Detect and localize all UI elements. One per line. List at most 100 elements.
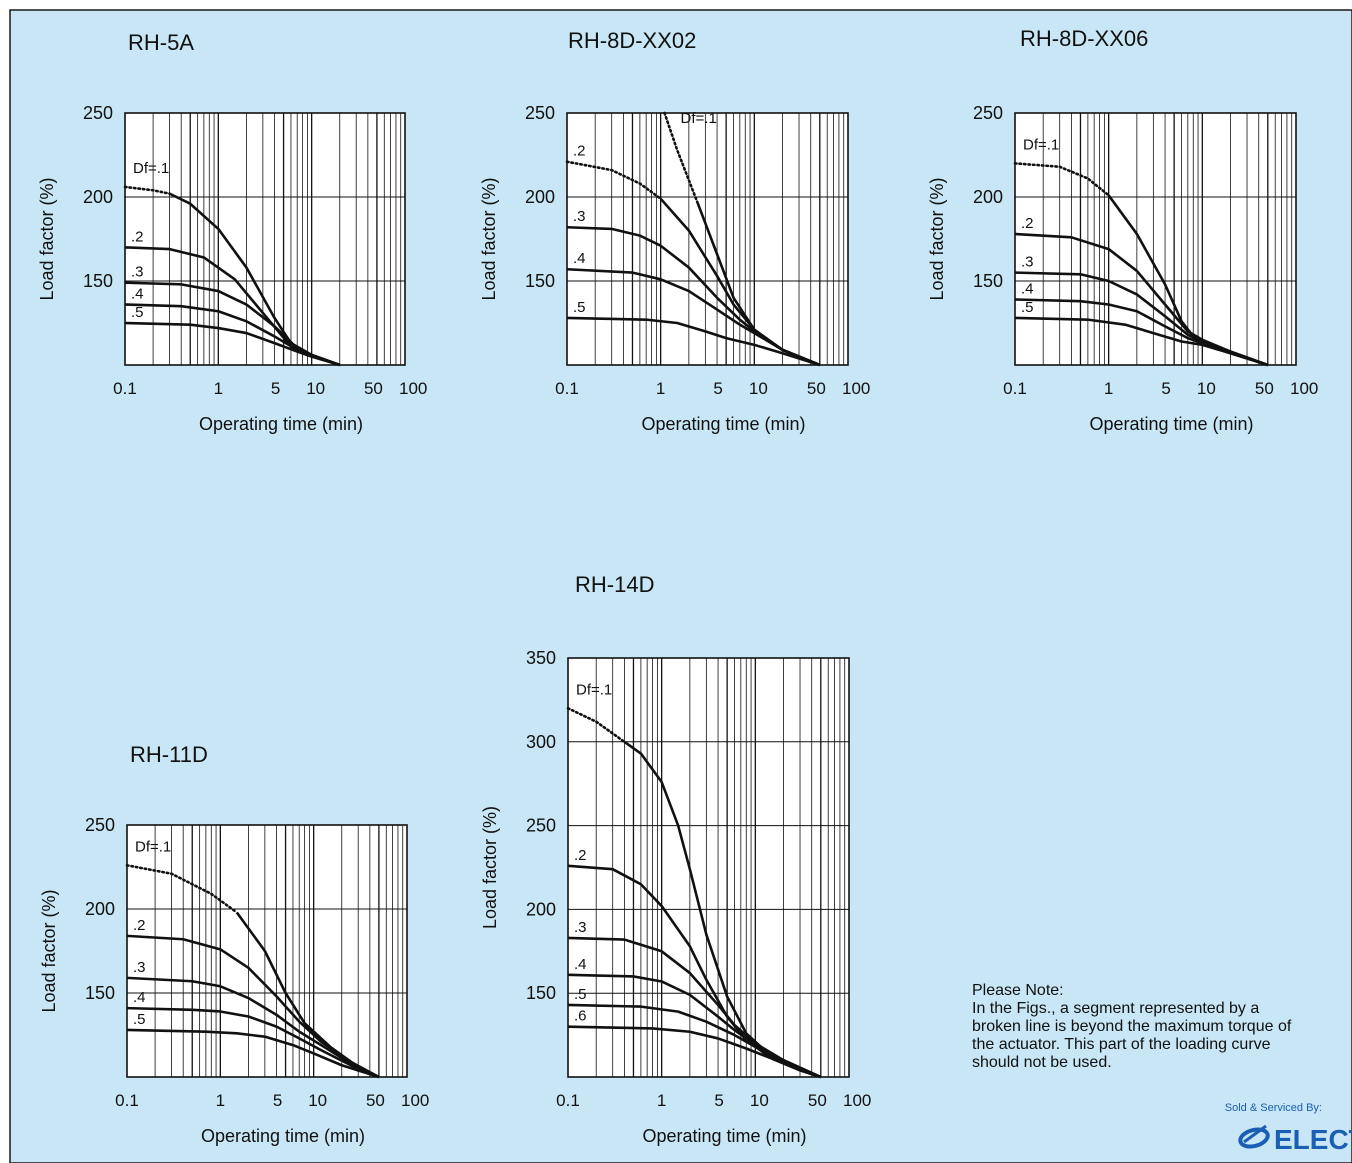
series-6-line: [567, 1025, 822, 1079]
plot-frame: [124, 112, 406, 366]
x-axis-label: Operating time (min): [199, 414, 363, 434]
x-axis-label: Operating time (min): [641, 414, 805, 434]
plot-area: [567, 113, 848, 365]
please-note-box: Please Note: In the Figs., a segment rep…: [972, 982, 1312, 1072]
series-df-1-label: Df=.1: [681, 110, 717, 127]
x-tick-label: 50: [364, 379, 383, 398]
x-tick-label: 100: [842, 379, 870, 398]
vendor-badge[interactable]: Sold & Serviced By: ELECT: [1192, 1102, 1352, 1160]
x-tick-label: 10: [750, 1091, 769, 1110]
series-df-1-dotted: [1013, 162, 1110, 197]
x-tick-label: 10: [1197, 379, 1216, 398]
chart-rh-8d-xx06: 150 200 250 0.1 1 5 10 50 100 Operating time (min…: [927, 26, 1318, 434]
chart-title: RH-8D-XX02: [568, 28, 696, 53]
x-tick-label: 0.1: [113, 379, 137, 398]
x-tick-label: 1: [216, 1091, 225, 1110]
y-tick-label: 250: [525, 103, 555, 123]
x-tick-label: 10: [306, 379, 325, 398]
series-5-line: [566, 316, 821, 367]
plot-frame: [567, 657, 850, 1078]
series-3-line: [1014, 271, 1269, 367]
plot-frame: [1014, 112, 1297, 366]
x-tick-label: 50: [366, 1091, 385, 1110]
series-5-label: .5: [133, 1011, 146, 1028]
y-tick-label: 250: [83, 103, 113, 123]
x-tick-label: 5: [271, 379, 280, 398]
vendor-logo-text: ELECT: [1274, 1124, 1352, 1155]
plot-area: [125, 113, 405, 365]
x-tick-label: 100: [843, 1091, 871, 1110]
y-tick-label: 150: [973, 271, 1003, 291]
chart-title: RH-11D: [130, 742, 208, 767]
y-axis-label: Load factor (%): [927, 177, 947, 300]
note-title: Please Note:: [972, 982, 1064, 999]
series-3-label: .3: [573, 208, 586, 225]
x-axis-label: Operating time (min): [1089, 414, 1253, 434]
x-tick-label: 50: [808, 1091, 827, 1110]
x-tick-label: 5: [273, 1091, 282, 1110]
x-tick-label: 50: [807, 379, 826, 398]
series-3-line: [126, 976, 380, 1079]
series-5-line: [1014, 316, 1269, 367]
series-6-label: .6: [574, 1008, 587, 1025]
vendor-logo: ELECT: [1238, 1124, 1352, 1155]
series-2-label: .2: [574, 847, 587, 864]
chart-title: RH-14D: [575, 572, 654, 597]
series-4-label: .4: [133, 989, 146, 1006]
note-body: In the Figs., a segment represented by a…: [972, 1000, 1292, 1071]
x-tick-label: 1: [656, 379, 665, 398]
y-tick-label: 200: [83, 187, 113, 207]
series-5-line: [124, 321, 341, 367]
series-2-label: .2: [573, 143, 586, 160]
series-5-line: [126, 1028, 380, 1079]
y-tick-label: 300: [526, 732, 556, 752]
series-2-line: [126, 934, 380, 1079]
y-tick-label: 200: [526, 899, 556, 919]
sold-by-label: Sold & Serviced By:: [1224, 1102, 1322, 1114]
y-tick-label: 350: [526, 648, 556, 668]
series-4-line: [566, 267, 821, 367]
plot-frame: [126, 824, 408, 1078]
x-tick-label: 5: [714, 1091, 723, 1110]
y-tick-label: 200: [85, 899, 115, 919]
x-axis-label: Operating time (min): [201, 1126, 365, 1146]
chart-title: RH-5A: [128, 30, 194, 55]
series-2-dotted: [565, 160, 662, 200]
y-axis-label: Load factor (%): [39, 889, 59, 1012]
chart-rh-8d-xx02: 150 200 250 0.1 1 5 10 50 100 Operating time (min…: [479, 28, 870, 434]
x-tick-label: 0.1: [1003, 379, 1027, 398]
chart-rh-11d: 150 200 250 0.1 1 5 10 50 100 Operating time (min…: [39, 742, 429, 1146]
y-tick-label: 150: [85, 983, 115, 1003]
x-tick-label: 50: [1255, 379, 1274, 398]
series-df-1-dotted: [125, 864, 239, 914]
series-df-1-label: Df=.1: [1023, 136, 1059, 153]
series-3-label: .3: [574, 919, 587, 936]
series-df-1-dotted: [566, 706, 626, 744]
plot-area: [1015, 113, 1296, 365]
series-5-label: .5: [573, 299, 586, 316]
x-axis-label: Operating time (min): [642, 1126, 806, 1146]
plot-frame: [566, 112, 849, 366]
y-axis-label: Load factor (%): [37, 177, 57, 300]
series-2-label: .2: [131, 228, 144, 245]
series-5-label: .5: [574, 986, 587, 1003]
x-tick-label: 1: [1104, 379, 1113, 398]
swoosh-icon: [1238, 1124, 1270, 1149]
x-tick-label: 10: [308, 1091, 327, 1110]
series-4-line: [124, 303, 341, 367]
series-df-1-label: Df=.1: [133, 160, 169, 177]
y-axis-label: Load factor (%): [480, 806, 500, 929]
chart-title: RH-8D-XX06: [1020, 26, 1148, 51]
series-df-1-dotted: [663, 111, 700, 206]
series-5-line: [567, 1003, 822, 1079]
series-2-label: .2: [133, 917, 146, 934]
x-tick-label: 5: [1161, 379, 1170, 398]
series-3-label: .3: [133, 959, 146, 976]
series-4-line: [567, 973, 822, 1079]
plot-area: [127, 825, 407, 1077]
series-3-label: .3: [1021, 254, 1034, 271]
series-df-1-dotted: [123, 185, 171, 195]
x-tick-label: 1: [657, 1091, 666, 1110]
